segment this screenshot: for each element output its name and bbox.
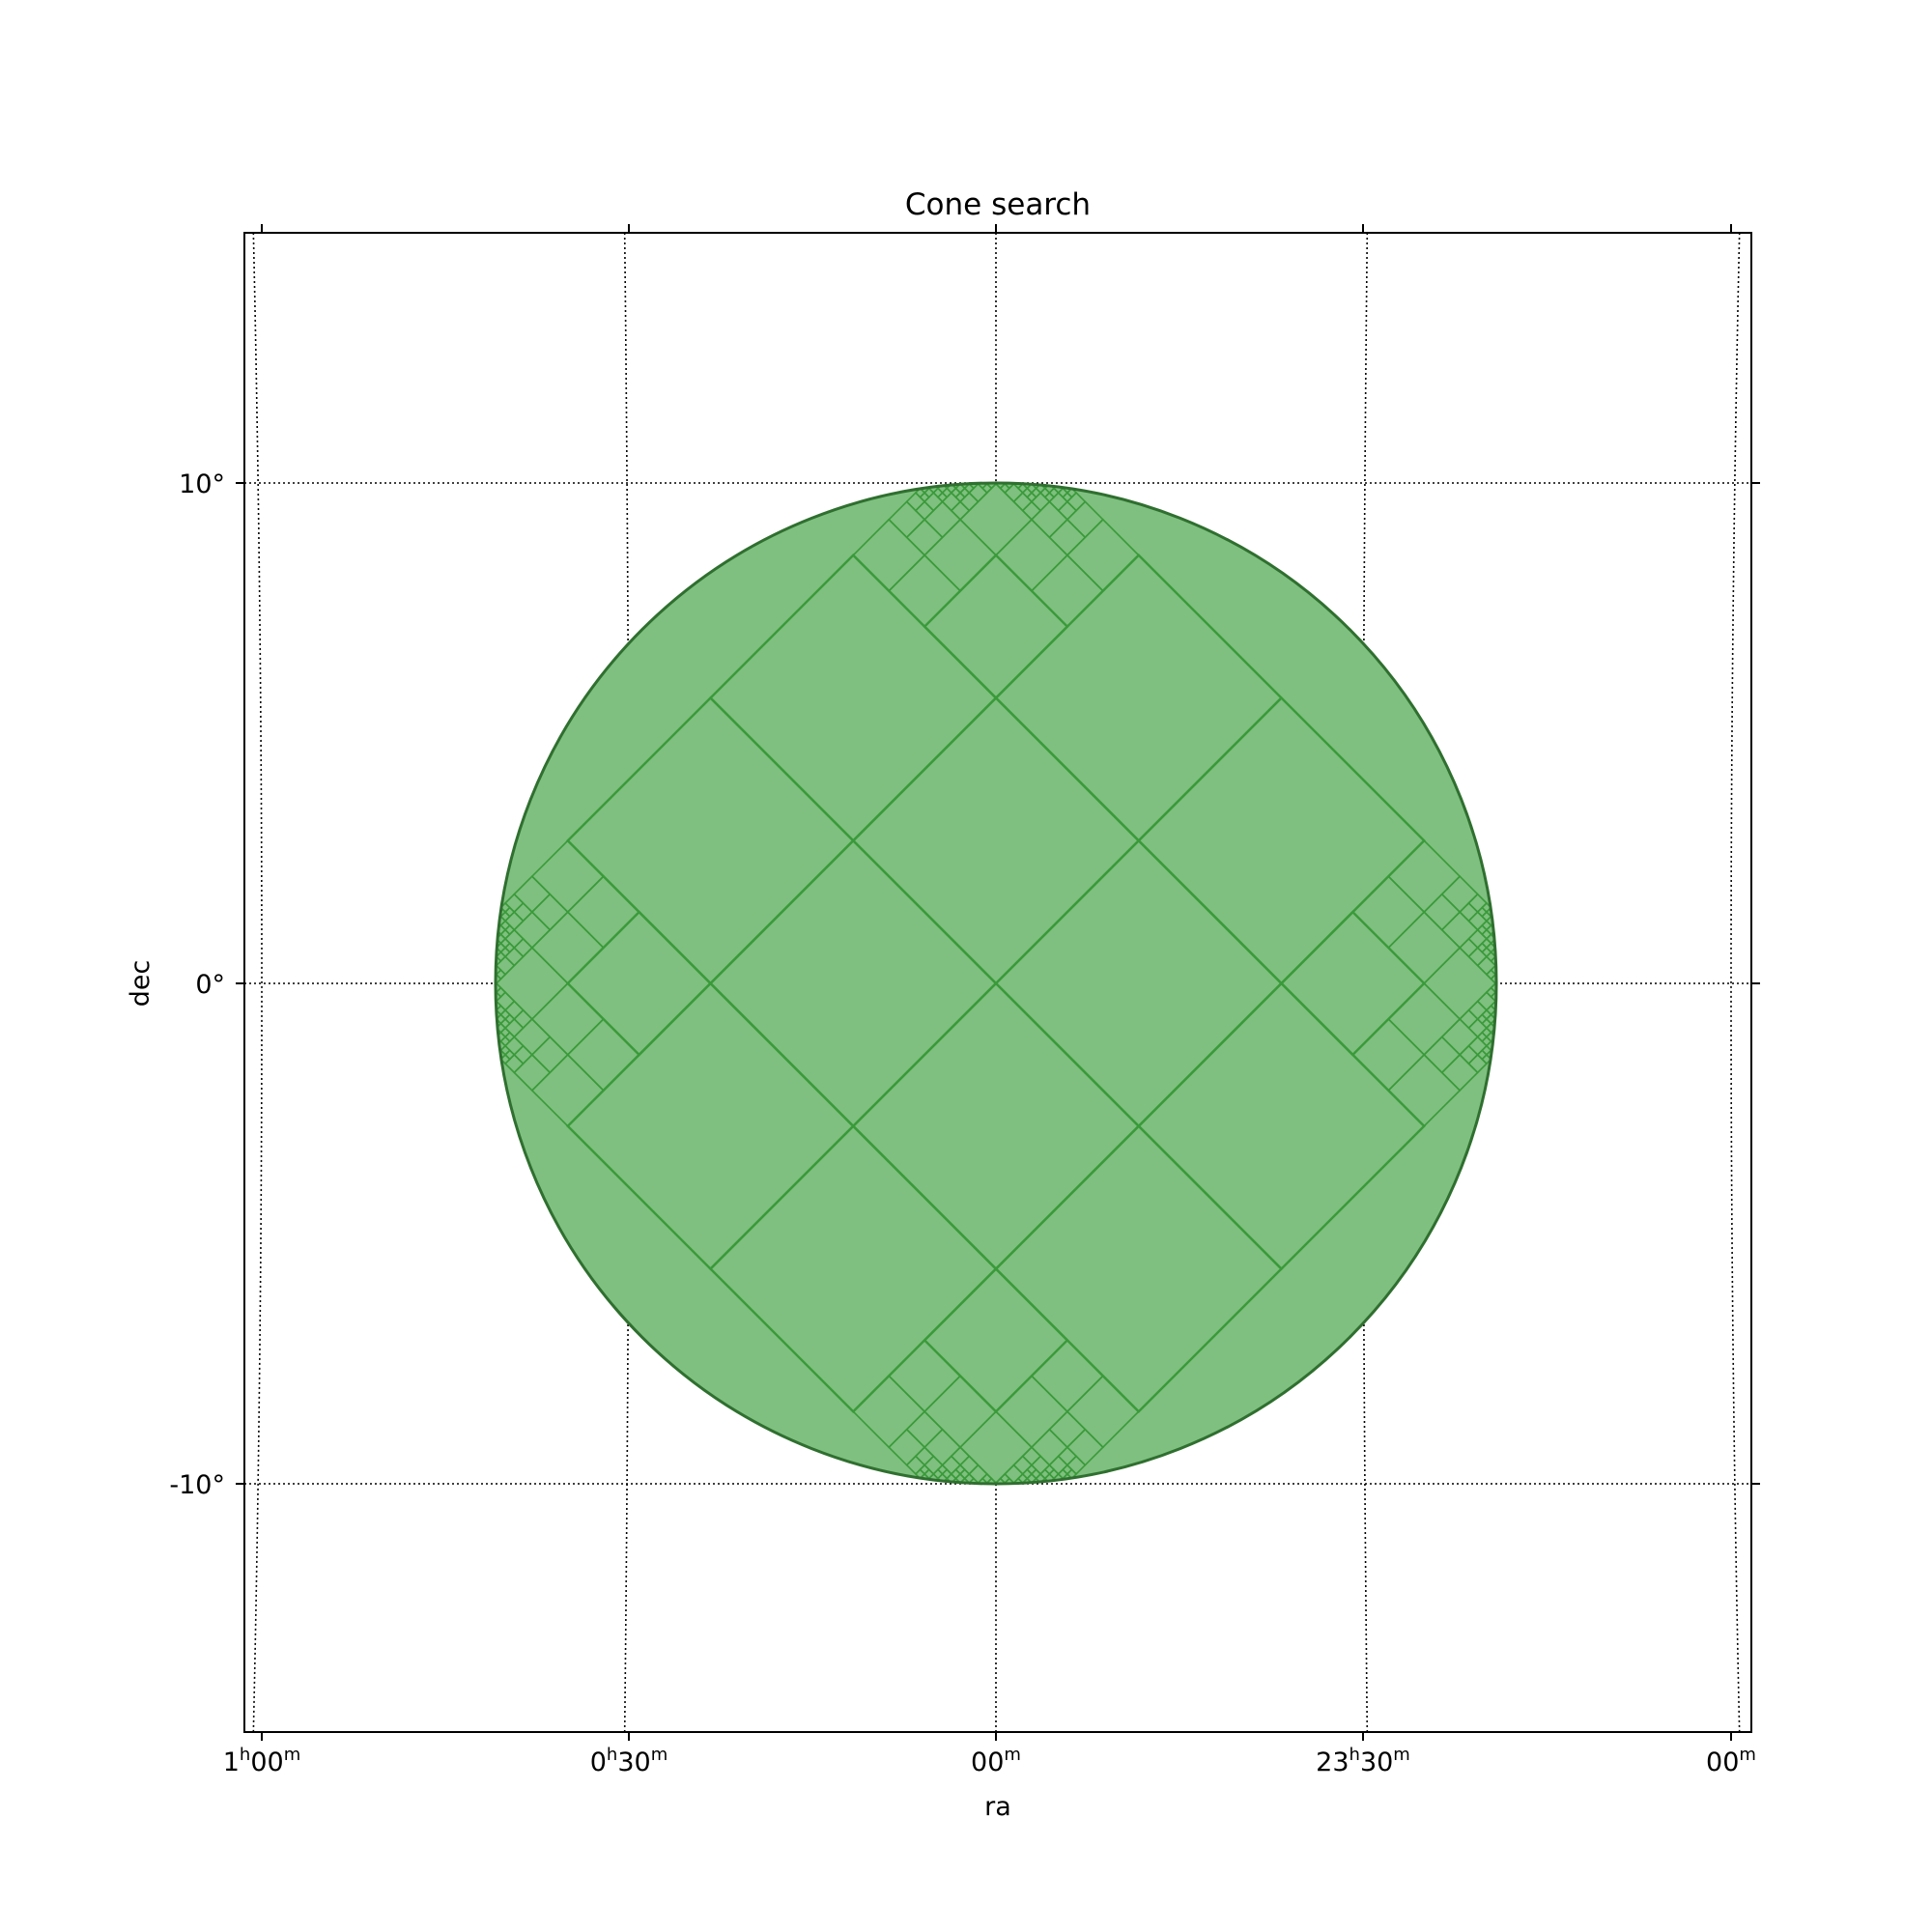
healpix-tile [1012, 1477, 1024, 1484]
x-axis-label: ra [984, 1792, 1011, 1822]
ra-grid-line [252, 233, 263, 1732]
healpix-tile [1004, 1477, 1015, 1484]
healpix-tile [985, 1477, 998, 1484]
healpix-tile [968, 1477, 980, 1484]
x-tick-label: 1h00m [223, 1745, 301, 1777]
cone-outline [494, 481, 1498, 1486]
cone-coverage [494, 481, 1498, 1486]
ra-grid-line [1730, 233, 1741, 1732]
chart-title: Cone search [905, 187, 1091, 222]
y-axis-label: dec [126, 960, 156, 1008]
x-tick-label: 23h30m [1316, 1745, 1410, 1777]
healpix-tile [994, 1477, 1007, 1484]
y-tick-label: -10° [169, 1470, 225, 1500]
tick-labels: 1h00m 0h30m 00m 23h30m 00m 10° 0° -10° [169, 224, 1760, 1777]
x-tick-label: 00m [1706, 1745, 1756, 1777]
x-tick-label: 00m [971, 1745, 1021, 1777]
y-tick-label: 0° [195, 970, 225, 1000]
x-tick-label: 0h30m [590, 1745, 668, 1777]
healpix-tile [977, 1477, 988, 1484]
y-tick-label: 10° [179, 469, 225, 499]
